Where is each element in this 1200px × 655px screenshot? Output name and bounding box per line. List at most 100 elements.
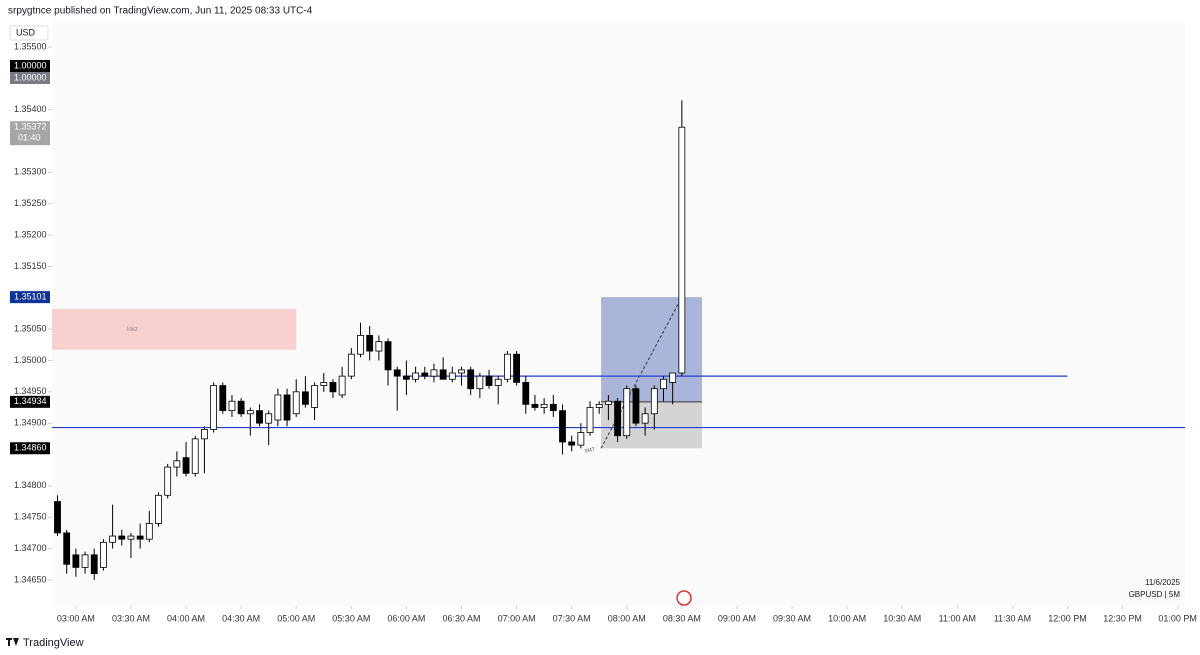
x-tick-label: 01:00 PM xyxy=(1158,613,1197,623)
candle-body xyxy=(614,400,621,437)
header: srpygtnce published on TradingView.com, … xyxy=(8,6,313,17)
candle-body xyxy=(393,369,401,377)
candle-body xyxy=(669,372,677,383)
candle-body xyxy=(439,369,447,380)
candle-body xyxy=(302,391,309,405)
candle-body xyxy=(54,501,61,534)
candle-body xyxy=(412,372,419,380)
candle-body xyxy=(494,378,502,386)
candle-body xyxy=(678,126,686,374)
candle-body xyxy=(283,394,291,421)
target-zone xyxy=(601,297,703,402)
candle-body xyxy=(403,375,410,380)
candle-body xyxy=(219,385,227,412)
candle-body xyxy=(265,413,273,424)
price-label-box xyxy=(10,291,50,304)
y-tick-label: 1.35000 xyxy=(14,355,47,365)
candle-body xyxy=(504,353,511,380)
candle-body xyxy=(485,375,493,386)
date: 11/6/2025 xyxy=(1145,578,1181,587)
scale-label: 1.00000 xyxy=(14,60,47,70)
candle-body xyxy=(329,382,337,393)
price-label: 1.34934 xyxy=(14,396,47,406)
x-tick-label: 03:30 AM xyxy=(112,613,150,623)
y-tick-label: 1.34750 xyxy=(14,512,47,522)
y-tick-label: 1.35500 xyxy=(14,41,47,51)
price-label: 1.35372 xyxy=(14,122,47,132)
price-label: 1.35101 xyxy=(14,292,47,302)
candle-body xyxy=(210,385,217,430)
candle-body xyxy=(237,400,245,415)
candle-body xyxy=(458,369,465,374)
y-tick-label: 1.34800 xyxy=(14,480,47,490)
currency: USD xyxy=(16,27,36,37)
candle-body xyxy=(568,441,576,446)
candle-body xyxy=(384,341,392,371)
candle-body xyxy=(540,403,548,408)
x-tick-label: 06:30 AM xyxy=(442,613,480,623)
logo xyxy=(6,638,19,646)
candle-body xyxy=(109,535,116,543)
candle-body xyxy=(90,554,98,575)
scale-label: 1.00000 xyxy=(14,72,47,82)
candle-body xyxy=(559,410,566,443)
y-tick-label: 1.35300 xyxy=(14,167,47,177)
candle-body xyxy=(311,385,318,408)
candle-body xyxy=(256,410,263,424)
candle-body xyxy=(577,432,585,446)
candle-body xyxy=(549,403,557,412)
countdown: 01:40 xyxy=(18,133,41,143)
annotation: SMT xyxy=(584,447,596,455)
zone-label: lokz xyxy=(127,327,138,333)
y-tick-label: 1.34950 xyxy=(14,386,47,396)
scale-label-box xyxy=(10,72,50,84)
candle-body xyxy=(164,466,172,496)
event-icon[interactable] xyxy=(676,590,692,606)
trade-path xyxy=(600,296,683,449)
candle-body xyxy=(467,369,475,390)
candle-body xyxy=(357,334,364,355)
y-tick-label: 1.35050 xyxy=(14,323,47,333)
y-tick-label: 1.34650 xyxy=(14,574,47,584)
currency-box xyxy=(9,25,49,41)
y-tick-label: 1.34900 xyxy=(14,418,47,428)
candle-body xyxy=(201,429,208,440)
candle-body xyxy=(100,541,107,568)
candle-body xyxy=(155,494,162,524)
x-tick-label: 09:30 AM xyxy=(773,613,811,623)
y-tick-label: 1.35150 xyxy=(14,261,47,271)
candle-body xyxy=(81,554,89,568)
candle-body xyxy=(274,394,282,421)
x-tick-label: 09:00 AM xyxy=(718,613,756,623)
candle-body xyxy=(228,400,236,412)
x-tick-label: 07:00 AM xyxy=(498,613,536,623)
candle-body xyxy=(421,372,429,377)
x-tick-label: 07:30 AM xyxy=(553,613,591,623)
candle-body xyxy=(605,400,612,405)
candle-body xyxy=(448,372,456,380)
zone xyxy=(52,309,297,350)
x-tick-label: 08:30 AM xyxy=(663,613,701,623)
x-tick-label: 04:00 AM xyxy=(167,613,205,623)
x-tick-label: 10:30 AM xyxy=(883,613,921,623)
x-tick-label: 12:00 PM xyxy=(1048,613,1087,623)
candle-body xyxy=(136,535,144,540)
candle-body xyxy=(513,353,520,383)
price-label: 1.34860 xyxy=(14,443,47,453)
candle-body xyxy=(632,388,640,424)
candle-body xyxy=(476,375,484,390)
candle-body xyxy=(366,334,374,352)
candle-body xyxy=(191,438,199,474)
candle-body xyxy=(63,532,71,565)
x-tick-label: 08:00 AM xyxy=(608,613,646,623)
price-label-box xyxy=(10,121,50,146)
symbol: GBPUSD | 5M xyxy=(1129,590,1181,599)
candle-body xyxy=(531,403,539,408)
x-tick-label: 12:30 PM xyxy=(1103,613,1142,623)
y-tick-label: 1.35250 xyxy=(14,198,47,208)
x-tick-label: 05:30 AM xyxy=(332,613,370,623)
footer: TradingView xyxy=(23,637,84,649)
candle-body xyxy=(375,341,383,352)
candle-body xyxy=(292,391,300,415)
